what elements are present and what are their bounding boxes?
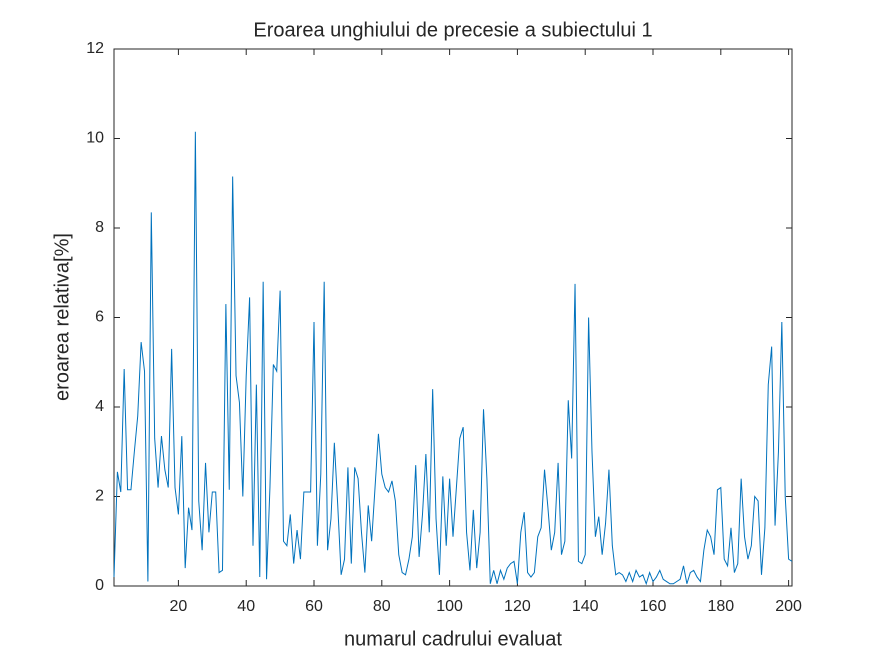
y-tick-label: 12: [86, 40, 104, 57]
x-tick-label: 80: [373, 598, 391, 615]
y-tick-label: 8: [95, 219, 104, 236]
x-tick-label: 180: [707, 598, 734, 615]
chart-title: Eroarea unghiului de precesie a subiectu…: [253, 19, 652, 41]
x-tick-label: 120: [504, 598, 531, 615]
x-tick-label: 200: [775, 598, 802, 615]
y-tick-label: 4: [95, 398, 104, 415]
x-axis-label: numarul cadrului evaluat: [344, 628, 562, 650]
y-tick-label: 6: [95, 309, 104, 326]
x-tick-label: 20: [170, 598, 188, 615]
y-tick-label: 10: [86, 130, 104, 147]
plot-box: [113, 48, 793, 587]
x-tick-label: 140: [572, 598, 599, 615]
x-tick-label: 60: [305, 598, 323, 615]
data-line: [113, 131, 793, 586]
y-tick-label: 2: [95, 488, 104, 505]
x-tick-label: 40: [237, 598, 255, 615]
y-tick-label: 0: [95, 577, 104, 594]
x-tick-label: 100: [436, 598, 463, 615]
y-axis-label: eroarea relativa[%]: [51, 233, 73, 401]
x-tick-label: 160: [640, 598, 667, 615]
